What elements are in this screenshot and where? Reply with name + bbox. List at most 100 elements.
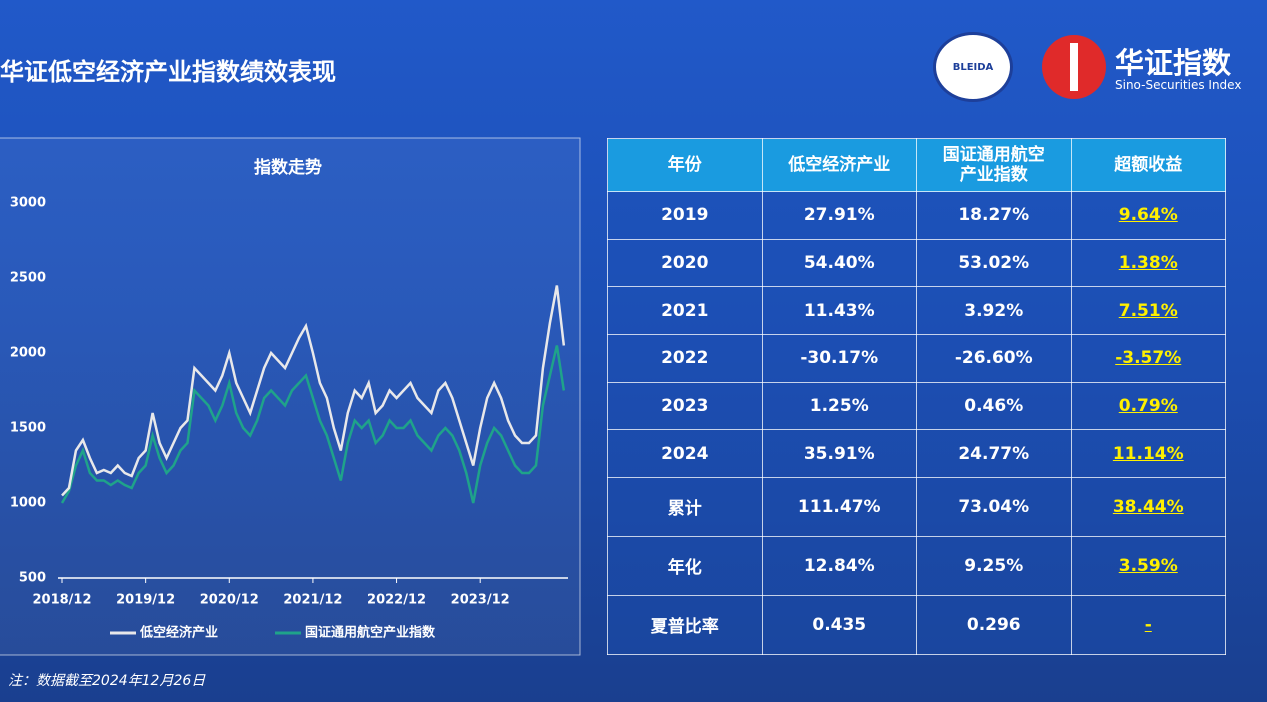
table-cell-text: 3.59% <box>1118 555 1178 576</box>
header-cell-text: 年份 <box>667 155 702 175</box>
table-cell: 2023 <box>607 381 763 431</box>
x-tick-label: 2023/12 <box>451 593 510 608</box>
table-row: 2019 27.91% 18.27% 9.64% <box>607 191 1226 240</box>
table-cell: 2021 <box>607 286 763 335</box>
x-tick-label: 2018/12 <box>32 593 91 608</box>
table-cell-text: 2021 <box>661 300 709 321</box>
table-cell-text: 1.38% <box>1118 252 1178 273</box>
table-cell: 11.43% <box>761 286 917 335</box>
table-cell: 0.46% <box>916 381 1072 431</box>
table-cell-text: 11.14% <box>1112 443 1184 464</box>
series-line <box>61 285 566 497</box>
table-cell-text: 111.47% <box>797 496 881 517</box>
table-cell-text: 73.04% <box>958 496 1030 517</box>
table-cell: 7.51% <box>1070 286 1226 335</box>
table-cell-text: 夏普比率 <box>650 617 719 638</box>
table-cell: -3.57% <box>1070 333 1226 383</box>
table-cell-text: -30.17% <box>800 348 879 369</box>
table-cell-text: 35.91% <box>803 443 875 464</box>
y-tick-label: 1500 <box>10 421 46 436</box>
table-cell-text: -3.57% <box>1115 348 1182 369</box>
table-cell: 111.47% <box>761 476 917 537</box>
table-row: 2023 1.25% 0.46% 0.79% <box>607 381 1226 431</box>
x-tick-label: 2019/12 <box>116 593 175 608</box>
series-line <box>60 345 566 504</box>
table-cell: 夏普比率 <box>607 594 763 656</box>
table-cell-text: 11.43% <box>803 300 875 321</box>
table-cell: 2024 <box>607 429 763 478</box>
table-cell-text: - <box>1144 614 1152 635</box>
table-cell: 18.27% <box>916 191 1072 240</box>
logo-subtitle: Sino-Securities Index <box>1115 78 1242 92</box>
table-cell: -30.17% <box>761 333 917 383</box>
table-cell: 3.92% <box>916 286 1072 335</box>
table-row: 年化 12.84% 9.25% 3.59% <box>607 535 1226 596</box>
logo-name: 华证指数 <box>1115 46 1232 80</box>
table-cell-text: 2022 <box>661 348 709 369</box>
table-cell-text: 2023 <box>661 395 709 416</box>
table-cell-text: 0.296 <box>966 614 1021 635</box>
table-cell-text: 0.435 <box>812 614 867 635</box>
table-cell: 27.91% <box>761 191 917 240</box>
table-cell-text: 38.44% <box>1112 496 1184 517</box>
table-cell: 11.14% <box>1070 429 1226 478</box>
table-cell-text: 24.77% <box>958 443 1030 464</box>
table-row: 夏普比率 0.435 0.296 - <box>607 594 1226 656</box>
logo-mark <box>1042 35 1106 99</box>
table-cell: 24.77% <box>916 429 1072 478</box>
legend-label: 低空经济产业 <box>139 625 218 641</box>
table-cell-text: 累计 <box>667 499 702 520</box>
table-row: 2024 35.91% 24.77% 11.14% <box>607 429 1226 478</box>
table-cell: 9.64% <box>1070 191 1226 240</box>
header-cell-text: 低空经济产业 <box>788 155 891 175</box>
header-cell: 年份 <box>607 138 763 192</box>
table-cell-text: 53.02% <box>958 252 1030 273</box>
header-cell: 国证通用航空产业指数 <box>916 138 1072 192</box>
legend-label: 国证通用航空产业指数 <box>305 625 436 641</box>
table-cell-text: 9.64% <box>1118 205 1178 226</box>
table-cell-text: 年化 <box>667 558 702 579</box>
table-cell: 0.435 <box>761 594 917 656</box>
table-cell-text: 27.91% <box>803 205 875 226</box>
table-cell-text: 0.46% <box>964 395 1024 416</box>
table-cell: 38.44% <box>1070 476 1226 537</box>
table-body: 2019 27.91% 18.27% 9.64% 2020 54.40% 53.02% 1.3… <box>607 191 1226 656</box>
table-cell: 73.04% <box>916 476 1072 537</box>
footnote: 注：数据截至2024年12月26日 <box>8 673 206 689</box>
table-cell: 53.02% <box>916 238 1072 288</box>
x-tick-label: 2022/12 <box>367 593 426 608</box>
table-row: 累计 111.47% 73.04% 38.44% <box>607 476 1226 537</box>
table-cell-text: 7.51% <box>1118 300 1178 321</box>
x-tick-label: 2021/12 <box>283 593 342 608</box>
partner-badge: BLEIDA <box>933 32 1013 102</box>
table-cell: -26.60% <box>916 333 1072 383</box>
y-tick-label: 2000 <box>10 346 46 361</box>
table-cell: 1.25% <box>761 381 917 431</box>
table-cell-text: 12.84% <box>803 555 875 576</box>
table-row: 2022 -30.17% -26.60% -3.57% <box>607 333 1226 383</box>
chart: 指数走势 500 1000 1500 2000 2500 3000 2018/12 2019/… <box>0 137 581 656</box>
table-cell-text: 3.92% <box>964 300 1024 321</box>
table-cell: 0.79% <box>1070 381 1226 431</box>
table-cell-text: 2019 <box>661 205 709 226</box>
y-tick-label: 3000 <box>10 196 46 211</box>
table-cell: 54.40% <box>761 238 917 288</box>
table-cell-text: 18.27% <box>958 205 1030 226</box>
table-header: 年份 低空经济产业 国证通用航空产业指数 超额收益 <box>607 138 1226 192</box>
x-tick-label: 2020/12 <box>200 593 259 608</box>
table-cell: 9.25% <box>916 535 1072 596</box>
table-cell-text: -26.60% <box>954 348 1033 369</box>
table-row: 2021 11.43% 3.92% 7.51% <box>607 286 1226 335</box>
chart-title: 指数走势 <box>254 157 322 178</box>
table-cell: - <box>1070 594 1226 656</box>
table-cell: 1.38% <box>1070 238 1226 288</box>
y-tick-label: 2500 <box>10 271 46 286</box>
table-cell: 0.296 <box>916 594 1072 656</box>
header-cell: 低空经济产业 <box>761 138 917 192</box>
header-cell-text: 超额收益 <box>1114 155 1183 175</box>
table-cell-text: 9.25% <box>964 555 1024 576</box>
table-cell: 35.91% <box>761 429 917 478</box>
performance-table: 年份 低空经济产业 国证通用航空产业指数 超额收益 2019 27.91% 18.27% 9… <box>607 138 1226 656</box>
table-cell: 3.59% <box>1070 535 1226 596</box>
